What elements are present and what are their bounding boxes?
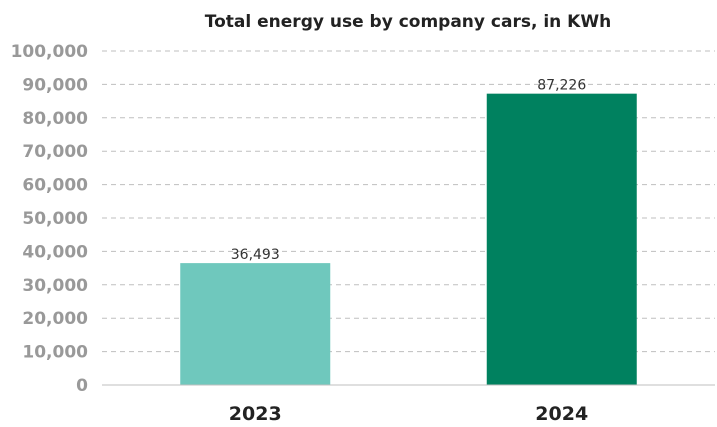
chart-title: Total energy use by company cars, in KWh [205, 12, 611, 32]
y-tick-label: 70,000 [22, 142, 88, 162]
y-tick-label: 80,000 [22, 109, 88, 129]
y-tick-label: 0 [76, 376, 88, 396]
data-label-2023: 36,493 [231, 247, 280, 263]
bars [180, 93, 637, 385]
x-tick-label-2023: 2023 [229, 403, 282, 425]
y-axis-ticks: 0 10,000 20,000 30,000 40,000 50,000 60,000 70,… [11, 42, 89, 396]
bar-2024 [486, 93, 637, 385]
data-label-2024: 87,226 [537, 78, 586, 94]
y-tick-label: 20,000 [22, 309, 88, 329]
y-tick-label: 30,000 [22, 276, 88, 296]
y-tick-label: 10,000 [22, 343, 88, 363]
bar-2023 [180, 263, 331, 385]
x-tick-label-2024: 2024 [535, 403, 588, 425]
y-tick-label: 40,000 [22, 242, 88, 262]
x-axis-ticks: 2023 2024 [229, 403, 588, 425]
data-labels: 36,493 87,226 [231, 78, 587, 263]
y-tick-label: 90,000 [22, 75, 88, 95]
y-tick-label: 50,000 [22, 209, 88, 229]
gridlines [102, 50, 715, 353]
y-tick-label: 100,000 [11, 42, 89, 62]
y-tick-label: 60,000 [22, 176, 88, 196]
